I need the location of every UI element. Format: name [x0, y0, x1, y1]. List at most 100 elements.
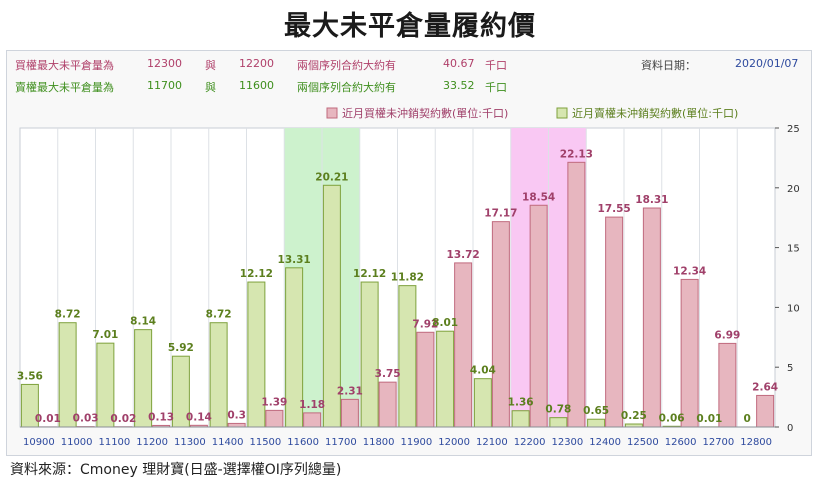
call-value-label: 18.54 [522, 191, 555, 203]
x-tick-label: 11100 [98, 437, 130, 448]
x-tick-label: 12100 [476, 437, 508, 448]
put-value-label: 8.72 [55, 309, 81, 321]
put-value-label: 13.31 [278, 254, 311, 266]
call-value-label: 7.92 [412, 318, 438, 330]
put-value-label: 12.12 [240, 268, 273, 280]
call-bar [642, 207, 661, 428]
put-value-label: 0.65 [583, 405, 609, 417]
y-tick-label: 10 [787, 303, 800, 314]
call-value-label: 0.13 [148, 411, 174, 423]
call-bar [416, 331, 435, 428]
put-info-unit: 千口 [485, 81, 507, 94]
x-tick-label: 12200 [514, 437, 546, 448]
put-value-label: 20.21 [315, 171, 348, 183]
call-bar [529, 204, 548, 428]
put-bar [473, 378, 492, 428]
page-title: 最大未平倉量履約價 [284, 11, 536, 42]
x-tick-label: 12700 [702, 437, 734, 448]
put-value-label: 0.06 [659, 412, 685, 424]
y-tick-label: 0 [787, 423, 793, 434]
data-source-note: 資料來源：Cmoney 理財寶(日盛-選擇權OI序列總量) [10, 462, 342, 478]
legend-label-put: 近月賣權未沖銷契約數(單位:千口) [572, 106, 738, 120]
legend-swatch-call [326, 107, 338, 119]
x-tick-label: 11200 [136, 437, 168, 448]
put-info-connector: 與 [205, 81, 216, 94]
y-tick-label: 15 [787, 244, 800, 255]
put-value-label: 1.36 [508, 397, 534, 409]
put-value-label: 0.78 [545, 404, 571, 416]
put-value-label: 0.25 [621, 410, 647, 422]
put-value-label: 4.04 [470, 365, 496, 377]
call-info-desc: 兩個序列合約大約有 [297, 59, 396, 72]
put-bar [587, 418, 606, 428]
call-info-unit: 千口 [485, 59, 507, 72]
put-value-label: 7.01 [92, 329, 118, 341]
x-tick-label: 11900 [400, 437, 432, 448]
legend-label-call: 近月買權未沖銷契約數(單位:千口) [342, 106, 508, 120]
put-bar [58, 322, 77, 428]
call-bar [227, 422, 246, 428]
x-tick-label: 11400 [212, 437, 244, 448]
y-tick-label: 5 [787, 363, 793, 374]
call-bar [605, 216, 624, 428]
put-info-desc: 兩個序列合約大約有 [297, 81, 396, 94]
call-info-strike1: 12300 [147, 57, 182, 70]
date-value: 2020/01/07 [735, 57, 799, 70]
call-value-label: 17.17 [484, 208, 517, 220]
call-bar [340, 398, 359, 428]
x-tick-label: 12800 [740, 437, 772, 448]
put-value-label: 11.82 [391, 272, 424, 284]
y-tick-label: 25 [787, 124, 800, 135]
x-tick-label: 10900 [23, 437, 55, 448]
x-tick-label: 11700 [325, 437, 357, 448]
put-value-label: 3.56 [17, 370, 43, 382]
call-value-label: 13.72 [447, 249, 480, 261]
put-bar [360, 281, 379, 428]
put-bar [209, 322, 228, 428]
put-bar [436, 330, 455, 428]
x-tick-label: 12500 [627, 437, 659, 448]
put-value-label: 5.92 [168, 342, 194, 354]
x-tick-label: 11500 [249, 437, 281, 448]
call-info-strike2: 12200 [239, 57, 274, 70]
put-bar [398, 285, 417, 428]
call-bar [756, 394, 775, 428]
call-info-value: 40.67 [443, 57, 475, 70]
call-bar [454, 262, 473, 428]
x-tick-label: 12300 [551, 437, 583, 448]
put-value-label: 8.72 [206, 309, 232, 321]
call-value-label: 12.34 [673, 265, 706, 277]
y-tick-label: 20 [787, 184, 800, 195]
put-bar [549, 417, 568, 428]
call-value-label: 1.39 [261, 396, 287, 408]
call-bar [567, 161, 586, 428]
put-value-label: 12.12 [353, 268, 386, 280]
call-value-label: 22.13 [560, 148, 593, 160]
call-value-label: 2.31 [337, 385, 363, 397]
call-info-connector: 與 [205, 59, 216, 72]
put-info-label: 賣權最大未平倉量為 [15, 81, 114, 94]
call-value-label: 18.31 [635, 194, 668, 206]
put-value-label: 8.14 [130, 316, 156, 328]
x-tick-label: 12400 [589, 437, 621, 448]
legend-swatch-put [556, 107, 568, 119]
date-label: 資料日期： [641, 59, 696, 72]
call-value-label: 0.01 [35, 413, 61, 425]
call-bar [680, 278, 699, 428]
call-value-label: 6.99 [714, 329, 740, 341]
call-bar [303, 412, 322, 428]
call-bar [265, 409, 284, 428]
call-value-label: 2.64 [752, 381, 778, 393]
put-value-label: 0.01 [696, 413, 722, 425]
x-tick-label: 11800 [363, 437, 395, 448]
x-tick-label: 11300 [174, 437, 206, 448]
x-tick-label: 12000 [438, 437, 470, 448]
put-value-label: 0 [743, 413, 750, 425]
put-info-value: 33.52 [443, 79, 475, 92]
put-bar [511, 410, 530, 428]
call-value-label: 0.03 [73, 413, 99, 425]
call-value-label: 0.02 [110, 413, 136, 425]
put-info-strike1: 11700 [147, 79, 182, 92]
call-bar [378, 381, 397, 428]
